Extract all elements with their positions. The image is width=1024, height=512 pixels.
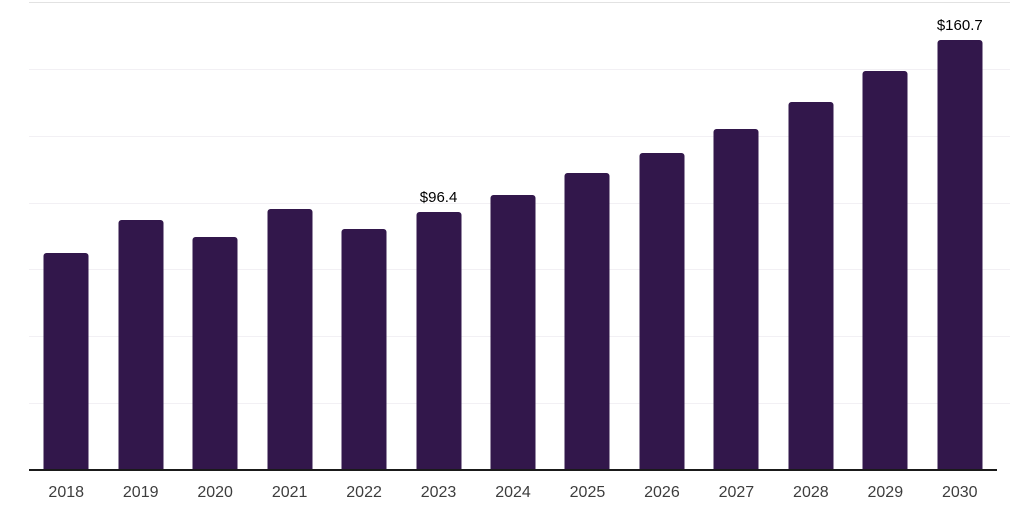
gridline bbox=[29, 135, 1010, 137]
bar-2025 bbox=[564, 173, 610, 470]
x-axis-label: 2028 bbox=[793, 484, 829, 501]
bar-value-label: $96.4 bbox=[419, 189, 458, 207]
x-axis-label: 2021 bbox=[271, 484, 308, 501]
bar-2028 bbox=[788, 102, 834, 470]
x-axis-label: 2018 bbox=[48, 484, 85, 501]
x-axis-label: 2025 bbox=[569, 484, 606, 501]
gridline bbox=[29, 2, 1010, 3]
bar-2023: $96.4 bbox=[416, 190, 462, 470]
x-axis-label: 2023 bbox=[420, 484, 457, 501]
bar-2026 bbox=[639, 153, 685, 470]
x-axis-label: 2022 bbox=[346, 484, 382, 501]
bar-value-label: $160.7 bbox=[936, 17, 983, 35]
x-axis-label: 2030 bbox=[941, 484, 978, 501]
x-axis-line bbox=[29, 469, 997, 471]
plot-area: $96.4 $160.7 bbox=[29, 2, 1010, 471]
bar-2019 bbox=[118, 219, 164, 470]
bar-2021 bbox=[267, 209, 313, 470]
gridline bbox=[29, 68, 1010, 70]
bar-2018 bbox=[43, 252, 89, 470]
bar-2027 bbox=[713, 128, 759, 470]
bar-2022 bbox=[341, 228, 387, 470]
x-axis-label: 2029 bbox=[867, 484, 904, 501]
x-axis-label: 2026 bbox=[644, 484, 680, 501]
bar-2020 bbox=[192, 237, 238, 470]
bar-2029 bbox=[862, 71, 908, 470]
x-axis-label: 2027 bbox=[718, 484, 755, 501]
x-axis-label: 2020 bbox=[197, 484, 233, 501]
bar-2030: $160.7 bbox=[937, 18, 983, 470]
x-axis-labels: 2018 2019 2020 2021 2022 2023 2024 2025 2026 2027… bbox=[29, 470, 997, 504]
x-axis-label: 2019 bbox=[122, 484, 159, 501]
x-axis-label: 2024 bbox=[495, 484, 531, 501]
bar-2024 bbox=[490, 195, 536, 470]
